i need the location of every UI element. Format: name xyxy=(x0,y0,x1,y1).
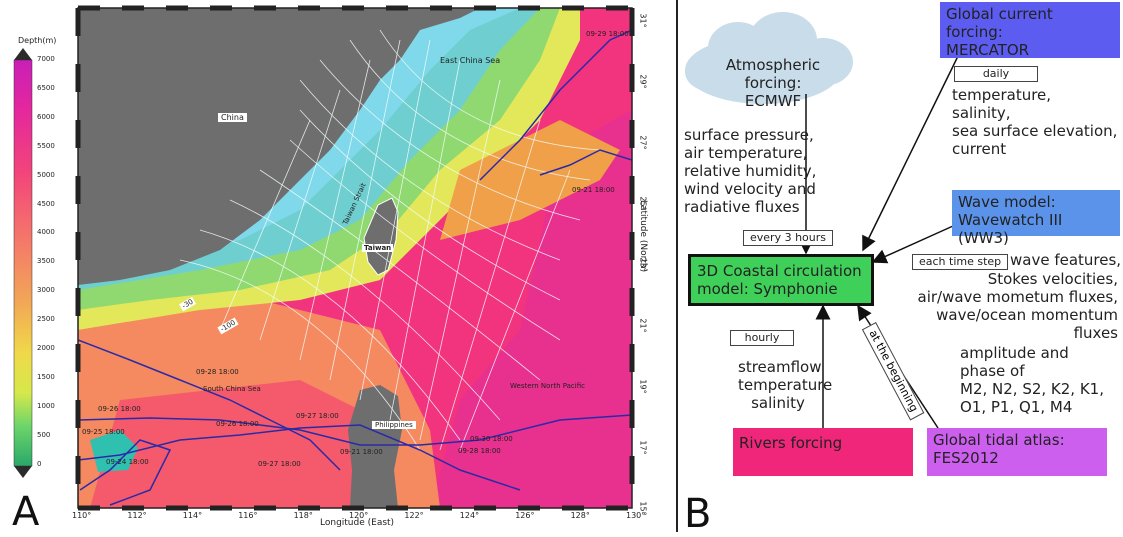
colorbar-tick-label: 6000 xyxy=(37,112,55,121)
label-philippines: Philippines xyxy=(372,421,416,429)
x-tick-label: 116° xyxy=(238,511,258,520)
symphonie-model-box: 3D Coastal circulation model: Symphonie xyxy=(688,254,874,306)
rivers-forcing-box: Rivers forcing xyxy=(733,428,913,476)
arrow-wave xyxy=(871,225,954,264)
wave-model-title: Wave model: Wavewatch III (WW3) xyxy=(958,193,1063,247)
track-label: 09-25 18:00 xyxy=(82,428,125,436)
atmospheric-variables: surface pressure, air temperature, relat… xyxy=(684,126,817,216)
y-tick-label: 19° xyxy=(638,379,648,394)
colorbar-tick-label: 0 xyxy=(37,459,42,468)
typhoon-tracks xyxy=(78,29,632,506)
x-tick-label: 110° xyxy=(72,511,92,520)
rivers-forcing-title: Rivers forcing xyxy=(739,434,843,452)
x-tick-label: 128° xyxy=(570,511,590,520)
y-tick-label: 17° xyxy=(638,440,648,455)
y-tick-label: 27° xyxy=(638,135,648,150)
arrow-current xyxy=(862,51,961,252)
x-tick-label: 112° xyxy=(127,511,147,520)
current-frequency-tag: daily xyxy=(954,66,1038,82)
flow-diagram-panel: Atmospheric forcing: ECMWF Global curren… xyxy=(676,0,1123,537)
global-current-forcing-title: Global current forcing: MERCATOR xyxy=(946,5,1053,59)
track-label: 09-26 18:00 xyxy=(216,420,259,428)
colorbar-tick-label: 1000 xyxy=(37,401,55,410)
y-tick-label: 29° xyxy=(638,74,648,89)
depth-colorbar xyxy=(13,48,33,478)
x-tick-label: 126° xyxy=(515,511,535,520)
global-tidal-atlas-title: Global tidal atlas: FES2012 xyxy=(933,431,1065,467)
global-tidal-atlas-box: Global tidal atlas: FES2012 xyxy=(927,428,1107,476)
track-label: 09-24 18:00 xyxy=(106,458,149,466)
colorbar-tick-label: 7000 xyxy=(37,55,55,63)
label-china: China xyxy=(218,113,247,122)
bathymetry-map xyxy=(13,5,635,511)
symphonie-model-title: 3D Coastal circulation model: Symphonie xyxy=(697,262,862,298)
colorbar-tick-label: 4000 xyxy=(37,228,55,237)
x-axis-label: Longitude (East) xyxy=(320,518,395,528)
y-axis-label: Latitude (North) xyxy=(638,200,648,273)
wave-variables-first: wave features, xyxy=(1010,251,1122,269)
track-label: 09-28 18:00 xyxy=(196,368,239,376)
tide-variables: amplitude and phase of M2, N2, S2, K2, K… xyxy=(960,344,1104,416)
colorbar-tick-label: 2500 xyxy=(37,315,55,324)
colorbar-tick-label: 3000 xyxy=(37,286,55,295)
x-tick-label: 122° xyxy=(404,511,424,520)
track-label: 09-28 18:00 xyxy=(458,447,501,455)
track-label: 09-26 18:00 xyxy=(98,405,141,413)
current-variables: temperature, salinity, sea surface eleva… xyxy=(952,86,1118,158)
atmospheric-frequency-tag: every 3 hours xyxy=(743,230,833,246)
colorbar-tick-label: 2000 xyxy=(37,344,55,352)
map-panel: Depth(m) 7000 6500 6000 5500 5000 4500 4000 350… xyxy=(8,5,648,532)
track-label: 09-21 18:00 xyxy=(572,186,615,194)
label-western-north-pacific: Western North Pacific xyxy=(510,382,585,390)
rivers-variables: streamflow temperature salinity xyxy=(738,358,833,412)
track-label: 09-27 18:00 xyxy=(258,460,301,468)
colorbar-tick-label: 3500 xyxy=(37,257,55,266)
panel-letter-b: B xyxy=(684,491,712,537)
y-tick-label: 21° xyxy=(638,318,648,333)
track-label: 09-29 18:00 xyxy=(586,30,629,38)
x-tick-label: 124° xyxy=(459,511,480,520)
x-tick-label: 114° xyxy=(182,511,203,520)
wave-variables: Stokes velocities, air/wave mometum flux… xyxy=(917,270,1119,342)
label-south-china-sea: South China Sea xyxy=(203,385,261,393)
wave-model-box: Wave model: Wavewatch III (WW3) xyxy=(952,190,1120,247)
x-tick-label: 120° xyxy=(349,511,369,520)
panel-letter-a: A xyxy=(8,492,44,532)
rivers-frequency-tag: hourly xyxy=(730,330,794,346)
track-label: 09-27 18:00 xyxy=(296,412,339,420)
colorbar-tick-label: 5000 xyxy=(37,170,55,179)
y-tick-label: 31° xyxy=(638,13,648,28)
label-taiwan: Taiwan xyxy=(362,244,394,252)
colorbar-tick-label: 500 xyxy=(37,430,51,439)
colorbar-tick-label: 6500 xyxy=(37,83,55,92)
model-grid xyxy=(179,29,601,451)
diagram-arrows xyxy=(685,12,961,429)
colorbar-tick-label: 1500 xyxy=(37,372,55,381)
map-area xyxy=(78,8,632,508)
track-label: 09-30 18:00 xyxy=(470,435,513,443)
label-east-china-sea: East China Sea xyxy=(440,56,501,65)
wave-frequency-tag: each time step xyxy=(912,254,1009,270)
colorbar-title: Depth(m) xyxy=(18,36,57,45)
colorbar-tick-label: 4500 xyxy=(37,199,55,208)
x-tick-label: 118° xyxy=(293,511,313,520)
x-tick-label: 130° xyxy=(626,511,646,520)
global-current-forcing-box: Global current forcing: MERCATOR xyxy=(940,2,1120,59)
track-label: 09-21 18:00 xyxy=(340,448,383,456)
y-tick-label: 15° xyxy=(638,501,648,516)
atmospheric-forcing-label: Atmospheric forcing: ECMWF xyxy=(725,56,821,110)
cloud-shape xyxy=(685,12,853,104)
colorbar-tick-label: 5500 xyxy=(37,141,55,150)
